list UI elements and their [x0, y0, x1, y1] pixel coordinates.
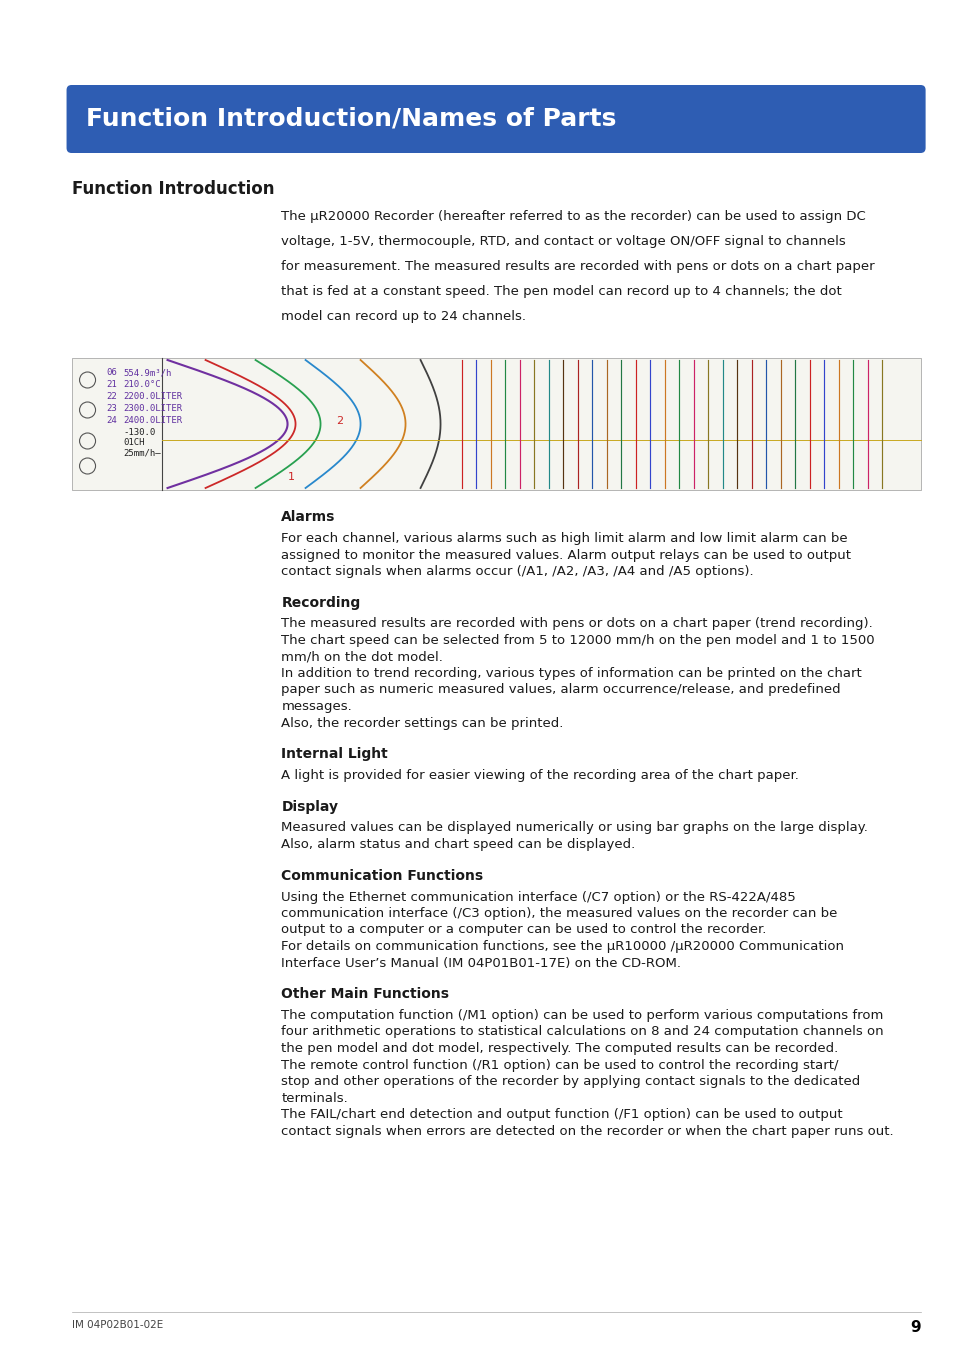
Text: for measurement. The measured results are recorded with pens or dots on a chart : for measurement. The measured results ar…: [281, 261, 874, 273]
Bar: [71, 358, 920, 490]
Text: 2200.0LITER: 2200.0LITER: [124, 392, 182, 401]
Text: 06: 06: [107, 369, 117, 377]
Text: messages.: messages.: [281, 701, 352, 713]
Text: 24: 24: [107, 416, 117, 425]
Text: Interface User’s Manual (IM 04P01B01-17E) on the CD-ROM.: Interface User’s Manual (IM 04P01B01-17E…: [281, 957, 680, 969]
Text: model can record up to 24 channels.: model can record up to 24 channels.: [281, 310, 526, 323]
Text: The chart speed can be selected from 5 to 12000 mm/h on the pen model and 1 to 1: The chart speed can be selected from 5 t…: [281, 634, 874, 647]
Text: IM 04P02B01-02E: IM 04P02B01-02E: [71, 1320, 163, 1330]
Text: paper such as numeric measured values, alarm occurrence/release, and predefined: paper such as numeric measured values, a…: [281, 683, 841, 697]
Text: 21: 21: [107, 379, 117, 389]
Text: Internal Light: Internal Light: [281, 747, 388, 761]
Text: 2: 2: [336, 416, 343, 427]
Text: 1: 1: [288, 472, 294, 482]
Text: The μR20000 Recorder (hereafter referred to as the recorder) can be used to assi: The μR20000 Recorder (hereafter referred…: [281, 211, 865, 223]
Text: contact signals when alarms occur (/A1, /A2, /A3, /A4 and /A5 options).: contact signals when alarms occur (/A1, …: [281, 566, 753, 578]
Text: 2300.0LITER: 2300.0LITER: [124, 404, 182, 413]
Text: 210.0°C: 210.0°C: [124, 379, 161, 389]
Text: Using the Ethernet communication interface (/C7 option) or the RS-422A/485: Using the Ethernet communication interfa…: [281, 891, 796, 903]
Text: Other Main Functions: Other Main Functions: [281, 987, 449, 1000]
Text: 9: 9: [909, 1320, 920, 1335]
Text: 2400.0LITER: 2400.0LITER: [124, 416, 182, 425]
Text: 25mm/h—: 25mm/h—: [124, 448, 161, 458]
Text: mm/h on the dot model.: mm/h on the dot model.: [281, 651, 443, 663]
Text: The FAIL/chart end detection and output function (/F1 option) can be used to out: The FAIL/chart end detection and output …: [281, 1108, 842, 1120]
Text: voltage, 1-5V, thermocouple, RTD, and contact or voltage ON/OFF signal to channe: voltage, 1-5V, thermocouple, RTD, and co…: [281, 235, 845, 248]
Text: Measured values can be displayed numerically or using bar graphs on the large di: Measured values can be displayed numeric…: [281, 822, 867, 834]
Text: 01CH: 01CH: [124, 437, 145, 447]
Text: In addition to trend recording, various types of information can be printed on t: In addition to trend recording, various …: [281, 667, 862, 680]
Text: The remote control function (/R1 option) can be used to control the recording st: The remote control function (/R1 option)…: [281, 1058, 838, 1072]
Text: 554.9m³/h: 554.9m³/h: [124, 369, 172, 377]
Text: terminals.: terminals.: [281, 1092, 348, 1104]
Text: 22: 22: [107, 392, 117, 401]
Text: four arithmetic operations to statistical calculations on 8 and 24 computation c: four arithmetic operations to statistica…: [281, 1026, 883, 1038]
Text: stop and other operations of the recorder by applying contact signals to the ded: stop and other operations of the recorde…: [281, 1075, 860, 1088]
Text: Recording: Recording: [281, 595, 360, 609]
Text: 23: 23: [107, 404, 117, 413]
Text: Alarms: Alarms: [281, 510, 335, 524]
Text: For each channel, various alarms such as high limit alarm and low limit alarm ca: For each channel, various alarms such as…: [281, 532, 847, 545]
Text: Function Introduction/Names of Parts: Function Introduction/Names of Parts: [86, 107, 616, 131]
Text: The measured results are recorded with pens or dots on a chart paper (trend reco: The measured results are recorded with p…: [281, 617, 872, 630]
Text: assigned to monitor the measured values. Alarm output relays can be used to outp: assigned to monitor the measured values.…: [281, 548, 850, 562]
Text: Also, alarm status and chart speed can be displayed.: Also, alarm status and chart speed can b…: [281, 838, 635, 850]
Text: contact signals when errors are detected on the recorder or when the chart paper: contact signals when errors are detected…: [281, 1125, 893, 1138]
Text: Function Introduction: Function Introduction: [71, 180, 274, 198]
Text: Also, the recorder settings can be printed.: Also, the recorder settings can be print…: [281, 717, 563, 729]
Text: Communication Functions: Communication Functions: [281, 868, 483, 883]
Text: For details on communication functions, see the μR10000 /μR20000 Communication: For details on communication functions, …: [281, 940, 843, 953]
Text: that is fed at a constant speed. The pen model can record up to 4 channels; the : that is fed at a constant speed. The pen…: [281, 285, 841, 298]
Text: Display: Display: [281, 799, 338, 814]
Text: The computation function (/M1 option) can be used to perform various computation: The computation function (/M1 option) ca…: [281, 1008, 882, 1022]
Text: output to a computer or a computer can be used to control the recorder.: output to a computer or a computer can b…: [281, 923, 766, 937]
Text: -130.0: -130.0: [124, 428, 155, 437]
Text: A light is provided for easier viewing of the recording area of the chart paper.: A light is provided for easier viewing o…: [281, 769, 799, 782]
FancyBboxPatch shape: [67, 85, 924, 153]
Text: the pen model and dot model, respectively. The computed results can be recorded.: the pen model and dot model, respectivel…: [281, 1042, 838, 1054]
Text: communication interface (/C3 option), the measured values on the recorder can be: communication interface (/C3 option), th…: [281, 907, 837, 919]
